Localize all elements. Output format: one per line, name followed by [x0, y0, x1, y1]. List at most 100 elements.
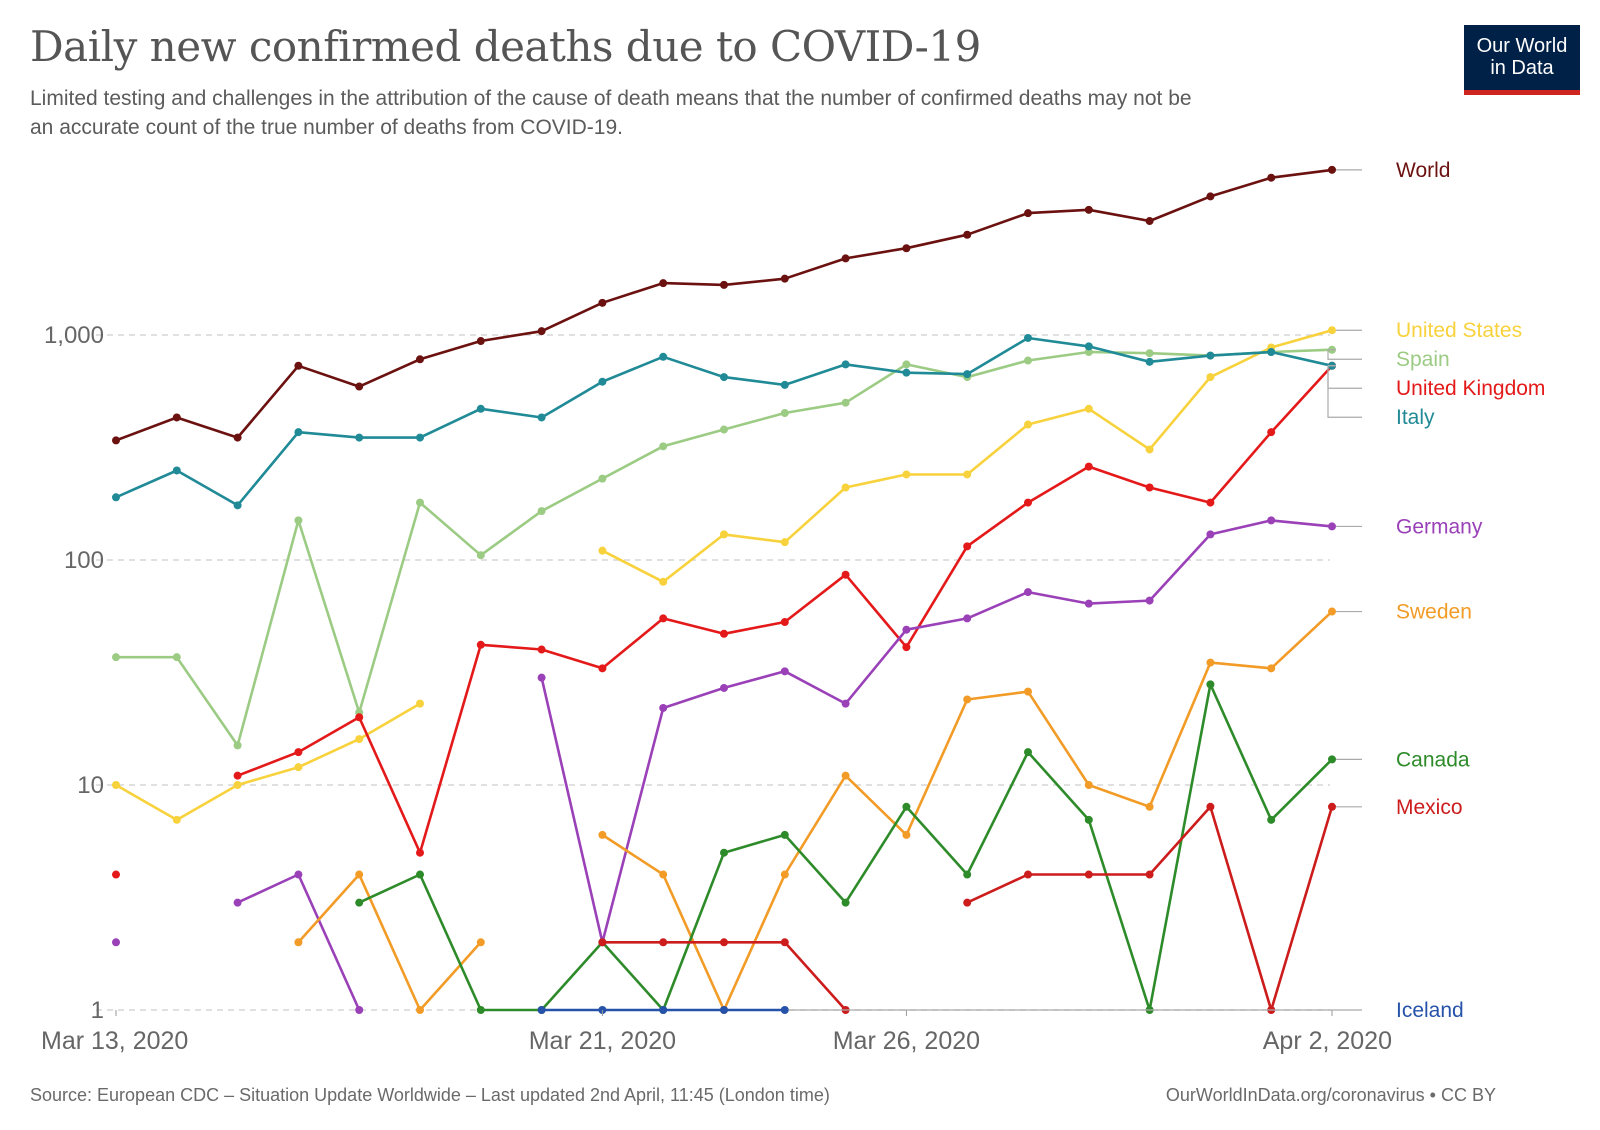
data-point: [720, 683, 728, 692]
series-label-sweden: Sweden: [1396, 601, 1472, 624]
chart-title: Daily new confirmed deaths due to COVID-…: [30, 22, 981, 71]
series-label-united-kingdom: United Kingdom: [1396, 377, 1545, 400]
data-point: [1145, 870, 1154, 879]
series-mexico[interactable]: [598, 802, 1336, 1014]
data-point: [355, 1006, 364, 1014]
data-point: [112, 653, 120, 662]
data-point: [720, 1006, 728, 1014]
data-point: [963, 870, 972, 879]
data-point: [598, 938, 607, 947]
data-point: [720, 280, 728, 289]
series-label-canada: Canada: [1396, 748, 1470, 771]
data-point: [233, 781, 242, 789]
data-point: [1024, 420, 1032, 429]
data-point: [720, 938, 728, 947]
grid-layer: [96, 334, 1330, 1011]
data-point: [476, 404, 485, 413]
data-point: [780, 274, 789, 283]
y-tick-label: 1: [91, 997, 104, 1024]
logo-line-1: Our World: [1476, 35, 1568, 57]
series-canada[interactable]: [355, 680, 1336, 1014]
data-point: [1084, 205, 1093, 214]
data-point: [233, 771, 242, 780]
data-point: [172, 653, 181, 662]
data-point: [172, 815, 181, 824]
data-point: [1145, 357, 1154, 366]
data-point: [355, 735, 364, 744]
series-label-spain: Spain: [1396, 348, 1450, 371]
series-sweden[interactable]: [294, 607, 1336, 1014]
data-point: [1145, 483, 1154, 492]
series-line: [602, 940, 847, 1011]
data-point: [1024, 333, 1032, 342]
data-point: [476, 337, 485, 346]
series-united-states[interactable]: [112, 326, 1336, 824]
data-point: [1024, 870, 1032, 879]
logo-line-2: in Data: [1490, 57, 1554, 79]
data-point: [902, 368, 911, 377]
series-label-iceland: Iceland: [1396, 999, 1464, 1022]
data-point: [902, 470, 911, 479]
data-point: [355, 870, 364, 879]
data-point: [780, 938, 789, 947]
series-iceland[interactable]: [537, 1006, 789, 1014]
license-link[interactable]: OurWorldInData.org/coronavirus • CC BY: [1165, 1085, 1496, 1105]
owid-logo[interactable]: Our World in Data: [1464, 25, 1580, 95]
y-tick-label: 10: [77, 772, 104, 799]
data-point: [659, 938, 668, 947]
data-point: [659, 279, 668, 288]
data-point: [416, 870, 424, 879]
data-point: [780, 1006, 789, 1014]
data-point: [659, 577, 668, 586]
data-point: [1145, 596, 1154, 605]
data-point: [416, 848, 424, 857]
data-point: [659, 442, 668, 451]
data-point: [1206, 658, 1215, 667]
label-leader: [1327, 349, 1362, 360]
data-point: [233, 898, 242, 907]
data-point: [1024, 498, 1032, 507]
data-point: [416, 433, 424, 442]
data-point: [659, 870, 668, 879]
data-point: [1206, 530, 1215, 539]
data-point: [1267, 348, 1276, 357]
data-point: [841, 771, 850, 780]
series-line: [601, 610, 1333, 1012]
data-point: [112, 870, 120, 879]
data-point: [1084, 599, 1093, 608]
data-point: [112, 493, 120, 502]
data-point: [598, 830, 607, 839]
data-point: [1267, 428, 1276, 437]
data-point: [355, 382, 364, 391]
data-point: [112, 436, 120, 445]
series-line: [115, 168, 1333, 442]
series-label-world: World: [1396, 159, 1450, 182]
data-point: [963, 230, 972, 239]
data-point: [294, 763, 303, 772]
data-point: [1024, 209, 1032, 218]
series-world[interactable]: [112, 165, 1336, 445]
data-point: [841, 360, 850, 369]
data-point: [659, 614, 668, 623]
data-point: [537, 645, 546, 654]
data-point: [1206, 192, 1215, 201]
data-point: [355, 898, 364, 907]
data-point: [720, 530, 728, 539]
data-point: [112, 938, 120, 947]
data-point: [1267, 664, 1276, 673]
x-tick-label: Mar 26, 2020: [833, 1027, 980, 1055]
data-point: [1328, 326, 1336, 335]
data-point: [416, 498, 424, 507]
data-point: [659, 1006, 668, 1014]
data-point: [112, 781, 120, 789]
series-label-united-states: United States: [1396, 319, 1522, 342]
data-point: [233, 501, 242, 510]
data-point: [1328, 755, 1336, 764]
data-point: [598, 546, 607, 555]
series-italy[interactable]: [112, 333, 1336, 510]
data-point: [841, 254, 850, 263]
data-point: [963, 695, 972, 704]
data-point: [1328, 522, 1336, 531]
data-point: [780, 409, 789, 418]
series-line: [358, 683, 1333, 1012]
